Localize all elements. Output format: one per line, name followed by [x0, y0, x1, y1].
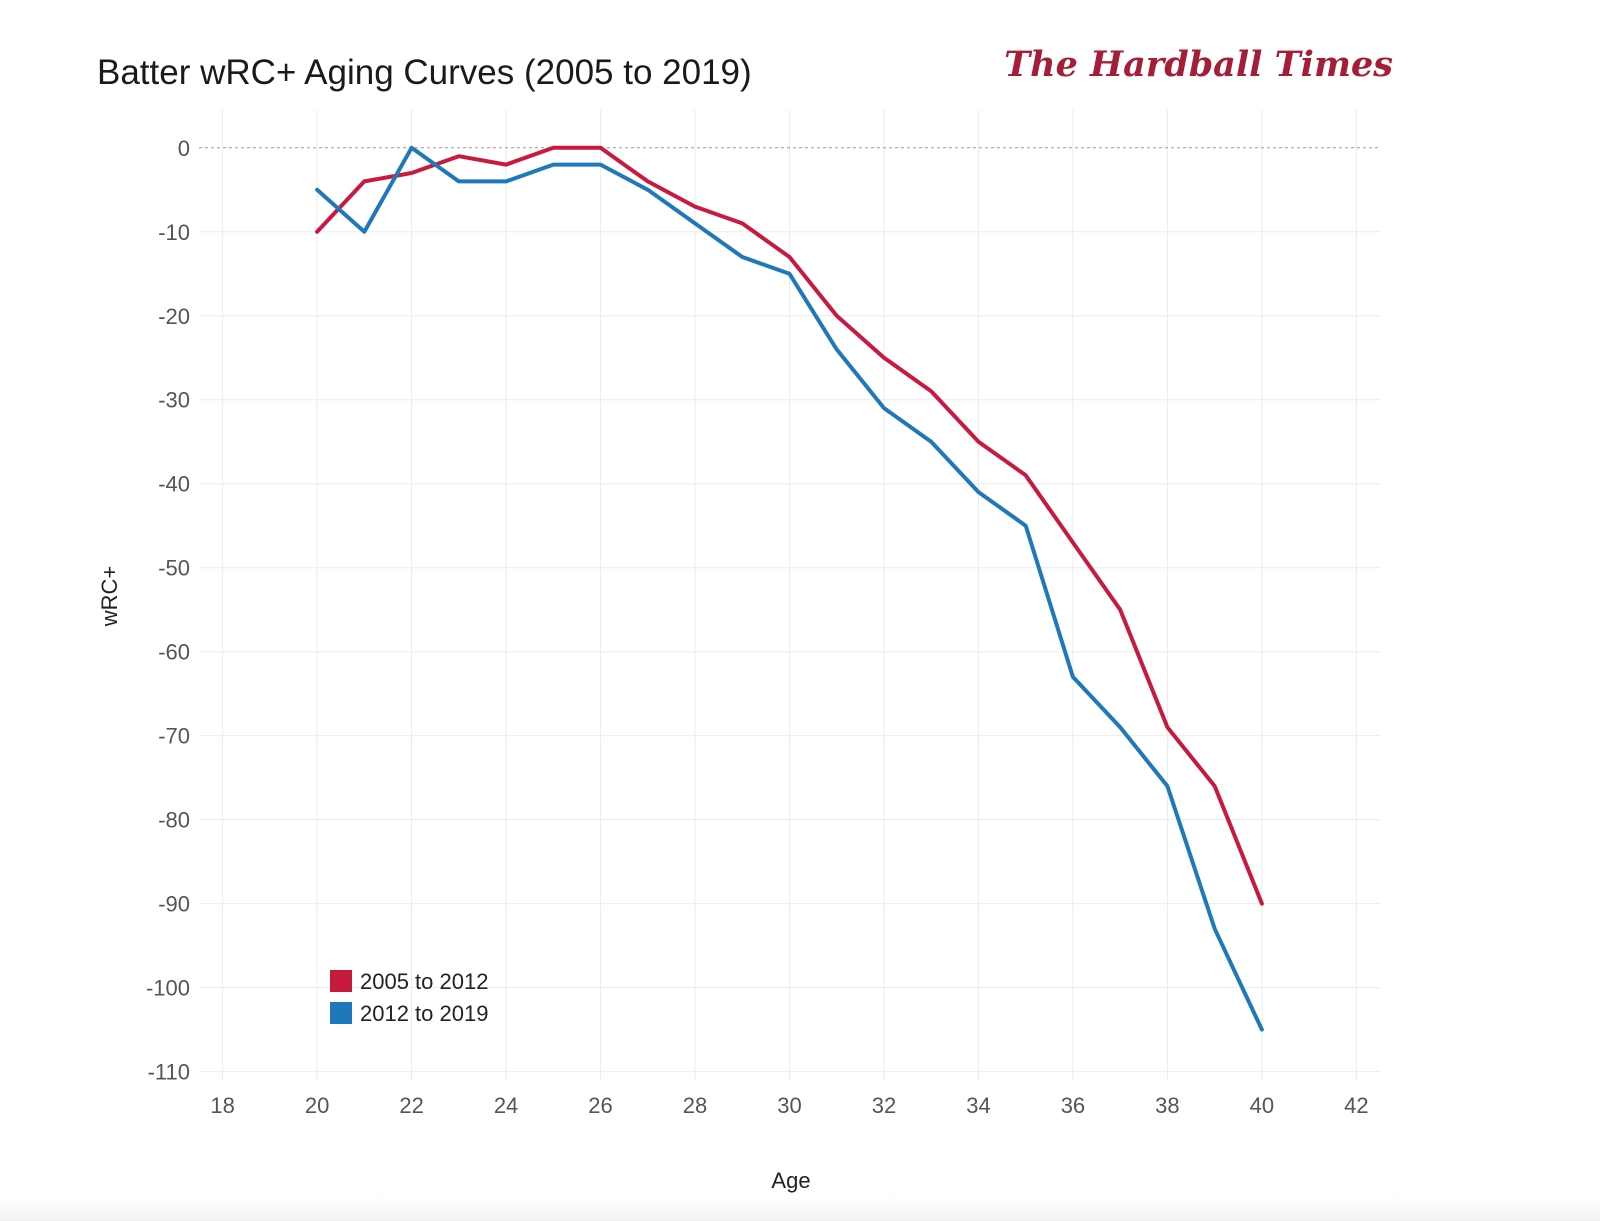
chart-title: Batter wRC+ Aging Curves (2005 to 2019): [97, 53, 752, 92]
legend-swatch: [330, 1002, 352, 1024]
y-axis-ticks: 0 -10 -20 -30 -40 -50 -60 -70 -80 -90 -100 -110: [146, 136, 190, 1085]
y-tick-label: -90: [158, 892, 190, 917]
y-tick-label: 0: [178, 136, 190, 161]
y-tick-label: -30: [158, 388, 190, 413]
grid: [199, 110, 1380, 1080]
y-tick-label: -100: [146, 976, 190, 1001]
series-line-2: [315, 145, 1264, 1032]
x-tick-label: 24: [494, 1093, 518, 1118]
x-tick-label: 36: [1061, 1093, 1085, 1118]
x-tick-label: 40: [1250, 1093, 1274, 1118]
legend: 2005 to 2012 2012 to 2019: [330, 969, 488, 1026]
x-tick-label: 38: [1155, 1093, 1179, 1118]
x-tick-label: 28: [683, 1093, 707, 1118]
y-tick-label: -110: [148, 1060, 190, 1085]
legend-label: 2012 to 2019: [360, 1001, 488, 1026]
brand-logo-text: The Hardball Times: [1004, 44, 1393, 85]
x-tick-label: 30: [777, 1093, 801, 1118]
x-tick-label: 26: [588, 1093, 612, 1118]
bottom-edge-shade: [0, 1196, 1600, 1221]
x-tick-label: 32: [872, 1093, 896, 1118]
y-axis-title: wRC+: [97, 566, 122, 628]
y-tick-label: -50: [158, 556, 190, 581]
y-tick-label: -40: [158, 472, 190, 497]
y-tick-label: -60: [158, 640, 190, 665]
y-tick-label: -10: [158, 220, 190, 245]
x-axis-title: Age: [771, 1168, 810, 1193]
x-tick-label: 34: [966, 1093, 990, 1118]
legend-label: 2005 to 2012: [360, 969, 488, 994]
x-axis-ticks: 18 20 22 24 26 28 30 32 34 36 38 40 42: [210, 1093, 1368, 1118]
series-lines: [315, 145, 1264, 1032]
y-tick-label: -20: [158, 304, 190, 329]
series-line-1: [315, 145, 1264, 906]
y-tick-label: -70: [158, 724, 190, 749]
x-tick-label: 18: [210, 1093, 234, 1118]
x-tick-label: 42: [1344, 1093, 1368, 1118]
x-tick-label: 22: [399, 1093, 423, 1118]
y-tick-label: -80: [158, 808, 190, 833]
x-tick-label: 20: [305, 1093, 329, 1118]
legend-swatch: [330, 970, 352, 992]
